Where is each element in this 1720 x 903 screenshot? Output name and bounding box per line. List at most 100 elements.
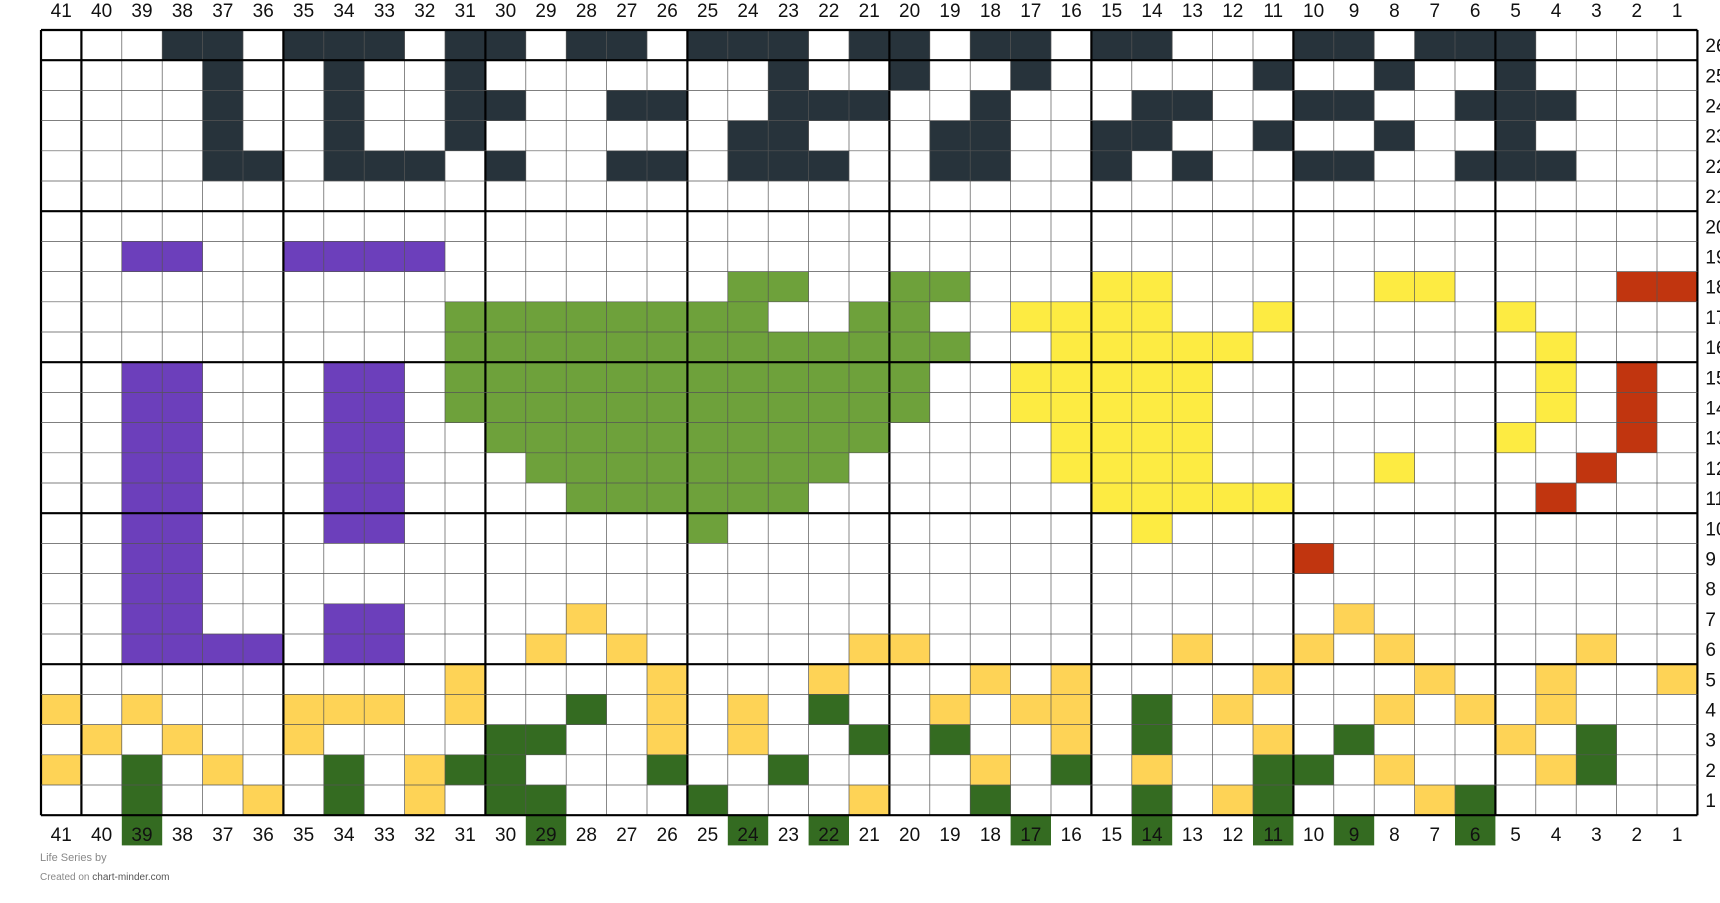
row-label: 22 bbox=[1705, 157, 1720, 178]
column-label-bottom: 24 bbox=[737, 825, 759, 846]
stitch-10-22 bbox=[1293, 150, 1334, 181]
stitch-22-13 bbox=[808, 422, 849, 453]
chart-cells bbox=[41, 30, 1698, 846]
stitch-38-12 bbox=[162, 452, 203, 483]
stitch-38-14 bbox=[162, 392, 203, 423]
column-label-bottom: 35 bbox=[293, 825, 314, 846]
stitch-29-3 bbox=[525, 724, 567, 755]
row-label: 10 bbox=[1705, 519, 1720, 540]
stitch-38-8 bbox=[162, 573, 203, 604]
stitch-33-12 bbox=[364, 452, 405, 483]
column-label-top: 15 bbox=[1101, 1, 1122, 22]
stitch-22-0 bbox=[808, 815, 849, 846]
column-label-bottom: 30 bbox=[495, 825, 516, 846]
stitch-19-18 bbox=[929, 271, 971, 302]
stitch-16-16 bbox=[1051, 332, 1092, 363]
stitch-27-22 bbox=[606, 150, 647, 181]
stitch-20-16 bbox=[889, 332, 930, 363]
column-label-top: 24 bbox=[737, 1, 759, 22]
column-label-bottom: 8 bbox=[1389, 825, 1400, 846]
stitch-9-22 bbox=[1333, 150, 1375, 181]
row-label: 5 bbox=[1705, 670, 1716, 691]
stitch-18-24 bbox=[970, 90, 1011, 121]
row-label: 16 bbox=[1705, 338, 1720, 359]
stitch-6-1 bbox=[1455, 785, 1496, 816]
stitch-38-15 bbox=[162, 362, 203, 393]
chart-labels: 4141404039393838373736363535343433333232… bbox=[51, 1, 1720, 846]
stitch-11-3 bbox=[1253, 724, 1294, 755]
stitch-27-15 bbox=[606, 362, 647, 393]
stitch-32-22 bbox=[404, 150, 445, 181]
column-label-top: 12 bbox=[1222, 1, 1243, 22]
stitch-19-23 bbox=[929, 120, 971, 151]
stitch-24-26 bbox=[727, 30, 769, 61]
stitch-28-7 bbox=[566, 603, 607, 634]
stitch-24-23 bbox=[727, 120, 769, 151]
column-label-top: 34 bbox=[333, 1, 355, 22]
column-label-top: 17 bbox=[1020, 1, 1041, 22]
column-label-top: 1 bbox=[1672, 1, 1683, 22]
stitch-26-2 bbox=[647, 754, 688, 785]
column-label-top: 28 bbox=[576, 1, 597, 22]
stitch-15-22 bbox=[1091, 150, 1132, 181]
column-label-bottom: 15 bbox=[1101, 825, 1122, 846]
stitch-4-5 bbox=[1535, 664, 1577, 695]
stitch-34-4 bbox=[323, 694, 365, 725]
stitch-1-18 bbox=[1657, 271, 1698, 302]
stitch-39-1 bbox=[121, 785, 163, 816]
stitch-20-18 bbox=[889, 271, 930, 302]
stitch-22-12 bbox=[808, 452, 849, 483]
stitch-7-18 bbox=[1414, 271, 1455, 302]
stitch-37-22 bbox=[202, 150, 243, 181]
column-label-bottom: 36 bbox=[253, 825, 274, 846]
footer-site-link[interactable]: chart-minder.com bbox=[92, 872, 170, 883]
stitch-14-14 bbox=[1131, 392, 1173, 423]
stitch-23-11 bbox=[768, 483, 809, 514]
stitch-33-22 bbox=[364, 150, 405, 181]
stitch-29-1 bbox=[525, 785, 567, 816]
stitch-6-24 bbox=[1455, 90, 1496, 121]
stitch-10-9 bbox=[1293, 543, 1334, 574]
stitch-14-1 bbox=[1131, 785, 1173, 816]
footer-created-on: Created on bbox=[40, 872, 90, 883]
stitch-33-13 bbox=[364, 422, 405, 453]
stitch-39-9 bbox=[121, 543, 163, 574]
stitch-14-10 bbox=[1131, 513, 1173, 544]
row-label: 24 bbox=[1705, 97, 1720, 118]
footer-title: Life Series bbox=[40, 852, 92, 864]
stitch-28-16 bbox=[566, 332, 607, 363]
stitch-26-13 bbox=[647, 422, 688, 453]
stitch-12-11 bbox=[1212, 483, 1253, 514]
stitch-26-12 bbox=[647, 452, 688, 483]
stitch-28-13 bbox=[566, 422, 607, 453]
column-label-top: 9 bbox=[1349, 1, 1360, 22]
stitch-30-22 bbox=[485, 150, 526, 181]
stitch-11-1 bbox=[1253, 785, 1294, 816]
row-label: 17 bbox=[1705, 308, 1720, 329]
stitch-12-16 bbox=[1212, 332, 1253, 363]
stitch-34-1 bbox=[323, 785, 365, 816]
stitch-23-2 bbox=[768, 754, 809, 785]
stitch-22-22 bbox=[808, 150, 849, 181]
row-label: 12 bbox=[1705, 459, 1720, 480]
column-label-bottom: 34 bbox=[333, 825, 355, 846]
stitch-17-15 bbox=[1010, 362, 1051, 393]
stitch-8-25 bbox=[1374, 60, 1415, 91]
column-label-top: 33 bbox=[374, 1, 395, 22]
stitch-31-2 bbox=[445, 754, 486, 785]
stitch-14-15 bbox=[1131, 362, 1173, 393]
stitch-14-23 bbox=[1131, 120, 1173, 151]
stitch-25-16 bbox=[687, 332, 728, 363]
stitch-13-14 bbox=[1172, 392, 1213, 423]
stitch-21-14 bbox=[849, 392, 890, 423]
column-label-top: 35 bbox=[293, 1, 314, 22]
row-label: 6 bbox=[1705, 640, 1716, 661]
stitch-14-3 bbox=[1131, 724, 1173, 755]
stitch-34-2 bbox=[323, 754, 365, 785]
stitch-16-3 bbox=[1051, 724, 1092, 755]
stitch-38-13 bbox=[162, 422, 203, 453]
stitch-2-18 bbox=[1616, 271, 1657, 302]
stitch-25-10 bbox=[687, 513, 728, 544]
column-label-top: 38 bbox=[172, 1, 193, 22]
